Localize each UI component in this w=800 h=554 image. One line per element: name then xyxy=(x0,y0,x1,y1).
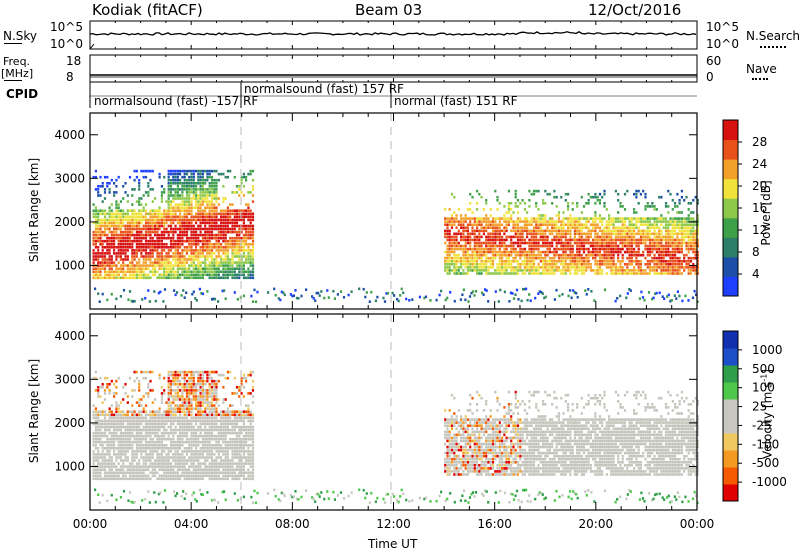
y-tick-label: 2000 xyxy=(54,416,85,430)
velocity-colorbar-tick: -25 xyxy=(752,418,772,432)
power-colorbar-swatch xyxy=(723,237,738,258)
velocity-colorbar-swatch xyxy=(723,399,738,417)
power-colorbar-swatch xyxy=(723,198,738,219)
velocity-colorbar-tick: -1000 xyxy=(752,475,787,489)
cpid-segment-2: normalsound (fast) 157 RF xyxy=(244,82,404,96)
nsky-tick-top: 10^5 xyxy=(50,20,83,34)
power-colorbar-swatch xyxy=(723,276,738,297)
freq-unit: [MHz] xyxy=(1,67,34,80)
velocity-ylabel: Slant Range [km] xyxy=(27,358,41,464)
nave-label: Nave xyxy=(746,62,777,76)
x-tick-label: 08:00 xyxy=(275,517,310,531)
x-tick-label: 00:00 xyxy=(73,517,108,531)
nsky-label: N.Sky xyxy=(3,29,38,43)
power-colorbar-tick: 28 xyxy=(752,135,767,149)
y-tick-label: 2000 xyxy=(54,215,85,229)
velocity-colorbar-tick: 100 xyxy=(752,381,775,395)
y-tick-label: 3000 xyxy=(54,372,85,386)
station-title: Kodiak (fitACF) xyxy=(92,1,203,19)
freq-tick-top: 18 xyxy=(66,54,82,68)
nsearch-tick-bottom: 10^0 xyxy=(706,37,739,51)
y-tick-label: 4000 xyxy=(54,329,85,343)
x-tick-label: 04:00 xyxy=(174,517,209,531)
nsky-tick-bottom: 10^0 xyxy=(50,37,83,51)
power-colorbar-tick: 20 xyxy=(752,179,767,193)
x-tick-label: 16:00 xyxy=(477,517,512,531)
power-colorbar-swatch xyxy=(723,217,738,238)
velocity-colorbar-swatch xyxy=(723,416,738,434)
y-tick-label: 1000 xyxy=(54,258,85,272)
power-colorbar-tick: 8 xyxy=(752,245,760,259)
nave-tick-bottom: 0 xyxy=(706,70,714,84)
x-tick-label: 20:00 xyxy=(579,517,614,531)
x-axis-title: Time UT xyxy=(368,537,418,551)
velocity-colorbar-swatch xyxy=(723,450,738,468)
power-colorbar-tick: 4 xyxy=(752,267,760,281)
cpid-label: CPID xyxy=(6,87,39,101)
nsky-panel xyxy=(89,20,698,50)
velocity-colorbar-swatch xyxy=(723,433,738,451)
cpid-bar xyxy=(89,82,697,108)
nsearch-label: N.Search xyxy=(746,29,800,43)
power-ylabel: Slant Range [km] xyxy=(27,157,41,263)
velocity-colorbar-swatch xyxy=(723,365,738,383)
velocity-colorbar-tick: 500 xyxy=(752,362,775,376)
velocity-data xyxy=(92,370,699,505)
power-colorbar-label: Power [dB] xyxy=(759,180,773,246)
power-data xyxy=(92,169,699,304)
velocity-colorbar-tick: -100 xyxy=(752,437,779,451)
power-colorbar-swatch xyxy=(723,120,738,141)
x-tick-label: 00:00 xyxy=(680,517,715,531)
nave-tick-top: 60 xyxy=(706,54,722,68)
velocity-colorbar-swatch xyxy=(723,348,738,366)
power-colorbar-swatch xyxy=(723,159,738,180)
velocity-colorbar-tick: 25 xyxy=(752,400,767,414)
power-panel xyxy=(89,112,699,310)
power-colorbar-tick: 12 xyxy=(752,223,767,237)
cpid-segment-3: normal (fast) 151 RF xyxy=(394,94,518,108)
date-title: 12/Oct/2016 xyxy=(588,1,682,19)
velocity-colorbar-swatch xyxy=(723,382,738,400)
y-tick-label: 1000 xyxy=(54,459,85,473)
power-colorbar-swatch xyxy=(723,178,738,199)
velocity-colorbar-tick: -500 xyxy=(752,456,779,470)
velocity-colorbar-swatch xyxy=(723,484,738,502)
x-tick-label: 12:00 xyxy=(376,517,411,531)
velocity-colorbar-tick: 1000 xyxy=(752,343,783,357)
power-colorbar-tick: 24 xyxy=(752,157,767,171)
power-colorbar-swatch xyxy=(723,256,738,277)
nsky-trace xyxy=(89,31,697,36)
nsearch-tick-top: 10^5 xyxy=(706,20,739,34)
y-tick-label: 3000 xyxy=(54,171,85,185)
cpid-segment-1: normalsound (fast) -157 RF xyxy=(94,94,259,108)
freq-label: Freq. xyxy=(3,55,31,68)
beam-title: Beam 03 xyxy=(355,1,423,19)
y-tick-label: 4000 xyxy=(54,128,85,142)
freq-tick-bottom: 8 xyxy=(66,70,74,84)
velocity-colorbar-label: Velocity [m s-1] xyxy=(759,369,775,459)
power-colorbar-tick: 16 xyxy=(752,201,767,215)
velocity-panel xyxy=(89,313,699,511)
freq-panel xyxy=(89,54,698,83)
power-colorbar-swatch xyxy=(723,139,738,160)
velocity-colorbar-swatch xyxy=(723,467,738,485)
velocity-colorbar-swatch xyxy=(723,331,738,349)
